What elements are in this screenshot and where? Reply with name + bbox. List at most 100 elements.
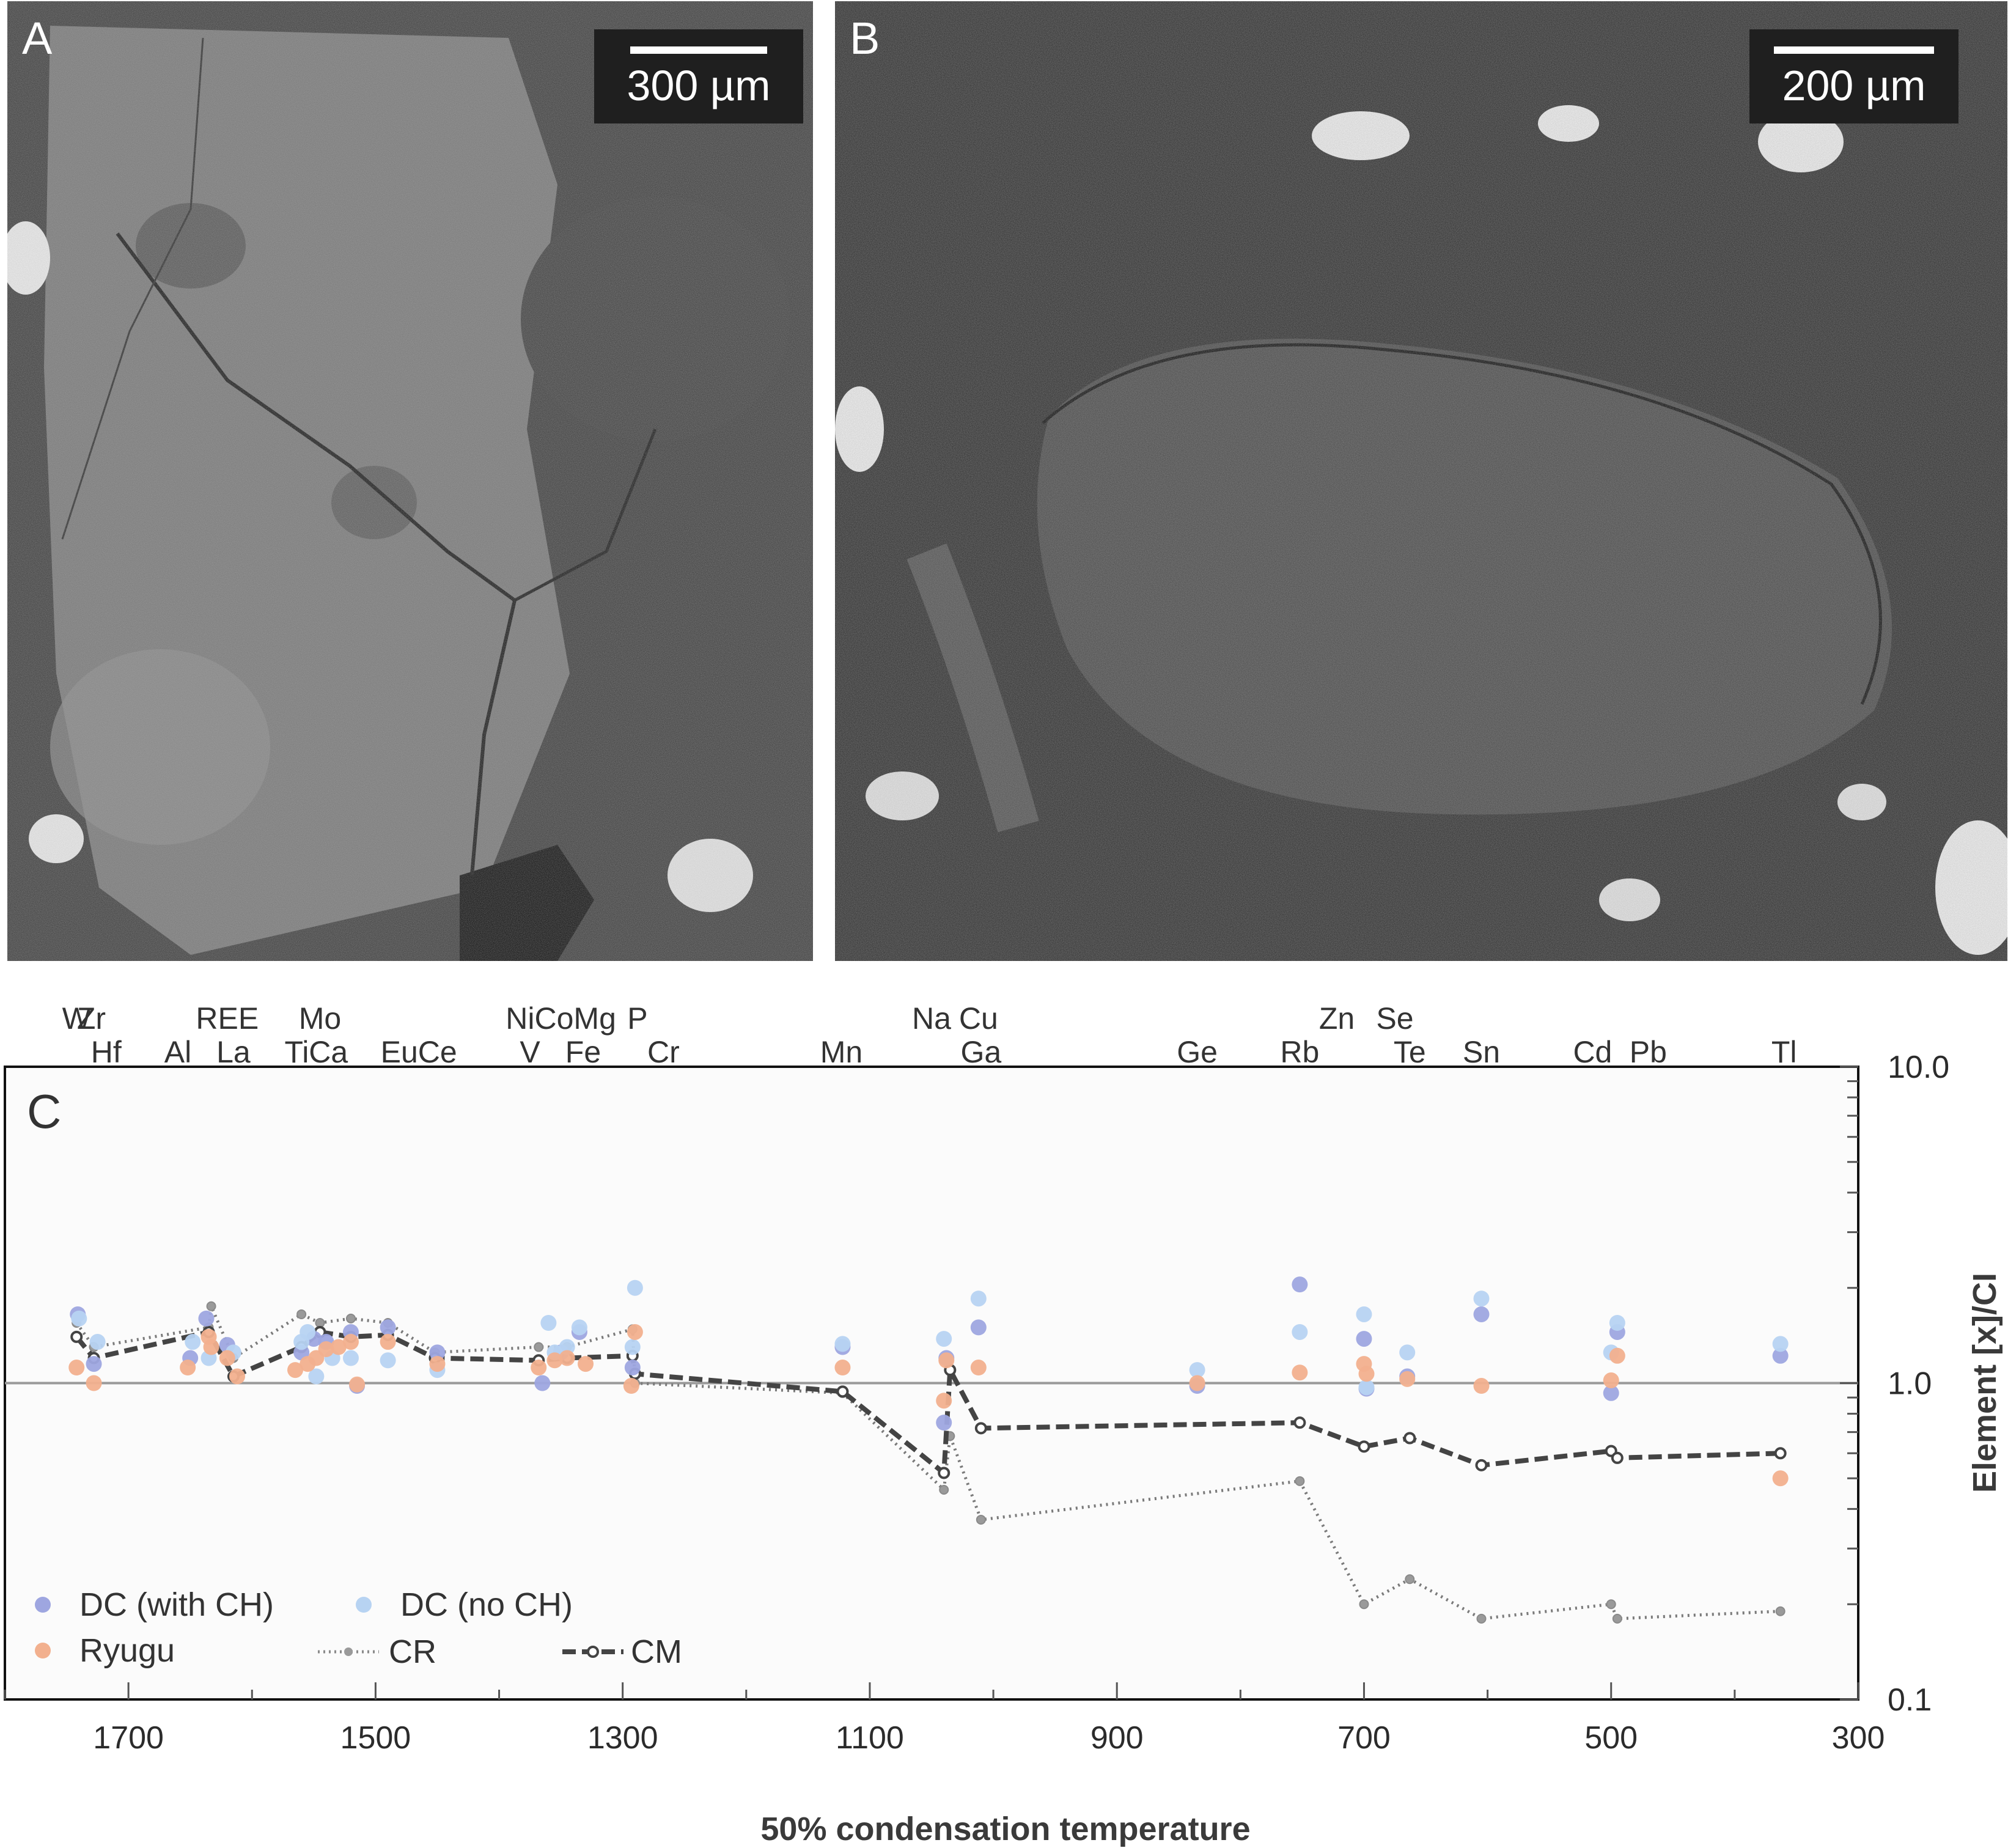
legend-swatch-dc-with-ch [35,1597,51,1613]
legend-marker-cr [344,1647,353,1656]
element-label: Zn [1319,1001,1355,1036]
element-label: Ge [1177,1035,1218,1069]
element-label: V [520,1035,540,1069]
data-point-dc-with-ch [1473,1306,1490,1322]
scale-bar-label-b: 200 µm [1782,62,1926,109]
series-marker-cr [206,1301,216,1311]
series-marker-cr [296,1309,307,1319]
element-label: Na [912,1001,951,1036]
data-point-ryugu [1189,1375,1205,1391]
data-point-ryugu [546,1352,563,1369]
data-point-ryugu [287,1362,304,1379]
panel-b-letter: B [850,13,880,64]
data-point-dc-no-ch [1292,1323,1308,1340]
x-tick-label: 700 [1337,1720,1391,1756]
data-point-dc-no-ch [1473,1290,1490,1307]
x-tick-label: 1100 [836,1720,904,1756]
data-point-ryugu [318,1341,334,1358]
data-point-ryugu [938,1352,955,1369]
element-label: NiCoMg [506,1001,616,1036]
y-tick-label: 0.1 [1888,1682,1932,1718]
legend-label-cr: CR [389,1633,436,1670]
data-point-ryugu [380,1334,396,1350]
data-point-ryugu [559,1350,575,1366]
data-point-dc-no-ch [970,1290,987,1307]
series-marker-cr [1359,1599,1369,1610]
data-point-ryugu [203,1339,219,1355]
data-point-ryugu [180,1360,196,1376]
element-label: Mo [299,1001,341,1036]
element-label: Fe [565,1035,601,1069]
legend-label-dc-with-ch: DC (with CH) [79,1586,274,1623]
series-marker-cr [939,1485,949,1495]
bse-image-panel-b: B 200 µm [835,1,2007,961]
data-point-ryugu [834,1360,851,1376]
element-label: Mn [820,1035,862,1069]
data-point-dc-no-ch [571,1319,587,1336]
scale-bar-line-a [630,46,767,54]
data-point-dc-with-ch [534,1375,551,1391]
y-axis-title: Element [x]/CI [1966,1273,2003,1493]
data-point-dc-no-ch [559,1339,575,1355]
data-point-dc-with-ch [1603,1385,1619,1401]
series-marker-cr [1606,1599,1616,1610]
data-point-dc-no-ch [1356,1306,1372,1322]
legend-label-cm: CM [631,1633,682,1670]
data-point-ryugu [1609,1347,1625,1364]
data-point-dc-no-ch [540,1315,557,1331]
data-point-ryugu [1358,1366,1375,1382]
series-marker-cm [974,1422,987,1435]
data-point-dc-no-ch [380,1352,396,1369]
legend-label-ryugu: Ryugu [79,1632,175,1669]
data-point-dc-no-ch [308,1368,325,1385]
data-point-dc-no-ch [1609,1315,1625,1331]
series-marker-cm [70,1330,83,1343]
series-marker-cm [1293,1416,1306,1429]
x-axis-title: 50% condensation temperature [760,1811,1250,1847]
element-label: Al [164,1035,191,1069]
data-point-ryugu [330,1339,347,1355]
series-marker-cr [976,1514,986,1525]
data-point-dc-no-ch [342,1350,359,1366]
data-point-dc-no-ch [1358,1379,1375,1396]
element-labels: WZr REE Mo NiCoMg P Na Cu Zn Se Hf Al La TiCa EuCe V Fe… [62,1001,1797,1069]
data-point-dc-no-ch [936,1331,952,1347]
data-point-dc-no-ch [624,1339,641,1355]
element-label: P [627,1001,647,1036]
panel-a-letter: A [22,13,53,64]
element-label: Te [1394,1035,1426,1069]
data-point-ryugu [229,1368,246,1385]
x-tick-label: 1300 [587,1720,658,1756]
series-marker-cm [1358,1440,1370,1453]
data-point-ryugu [936,1393,952,1409]
x-tick-label: 500 [1584,1720,1638,1756]
element-label: La [216,1035,251,1069]
data-point-dc-with-ch [1356,1331,1372,1347]
data-point-dc-with-ch [198,1310,215,1327]
series-marker-cr [1775,1606,1786,1616]
scale-bar-a: 300 µm [594,29,803,123]
series-line-cm [75,1329,1781,1478]
data-point-ryugu [1473,1378,1490,1394]
series-marker-cm [1774,1447,1787,1460]
scale-bar-line-b [1774,46,1934,54]
legend-swatch-ryugu [35,1643,51,1658]
data-point-ryugu [531,1360,547,1376]
x-axis-ticks: 1700 1500 1300 1100 900 700 500 300 [4,1682,1885,1756]
series-marker-cr [345,1313,356,1323]
data-point-dc-no-ch [1399,1344,1416,1361]
element-label: Tl [1771,1035,1797,1069]
x-tick-label: 300 [1832,1720,1885,1756]
data-point-dc-with-ch [1292,1276,1308,1293]
data-point-dc-no-ch [627,1279,643,1296]
data-point-dc-no-ch [1772,1336,1789,1352]
element-label: Se [1376,1001,1413,1036]
series-marker-cr [315,1318,325,1328]
scale-bar-b: 200 µm [1749,29,1958,123]
legend-label-dc-no-ch: DC (no CH) [400,1586,573,1623]
bse-texture-b [835,1,2007,961]
data-point-dc-no-ch [834,1336,851,1352]
data-point-dc-no-ch [89,1334,106,1350]
data-point-ryugu [623,1378,639,1394]
data-point-dc-with-ch [936,1415,952,1431]
